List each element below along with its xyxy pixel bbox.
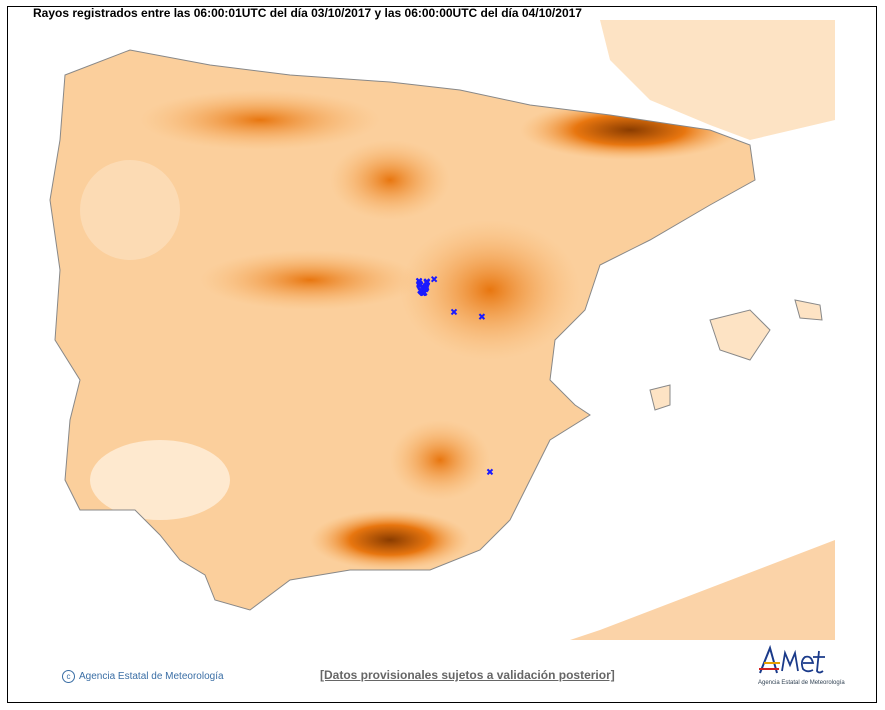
- aemet-logo: [759, 644, 825, 674]
- logo-subtext: Agencia Estatal de Meteorología: [758, 680, 845, 686]
- map-frame: [7, 6, 877, 703]
- lightning-strike-marker: [417, 287, 424, 294]
- lightning-strikes: [415, 275, 494, 476]
- lightning-strike-marker: [486, 468, 494, 476]
- copyright-text: Agencia Estatal de Meteorología: [79, 671, 224, 682]
- mallorca: [709, 309, 771, 361]
- map-title: Rayos registrados entre las 06:00:01UTC …: [33, 6, 582, 20]
- logo-wordmark: [781, 649, 825, 674]
- lightning-strike-marker: [423, 284, 430, 291]
- france-region: [600, 20, 835, 140]
- lightning-strike-marker: [417, 281, 424, 289]
- copyright-icon: c: [62, 670, 75, 683]
- lightning-map: [10, 20, 840, 640]
- lightning-strike-marker: [430, 275, 438, 283]
- lightning-strike-marker: [423, 278, 431, 285]
- menorca: [794, 299, 823, 321]
- lightning-strike-marker: [421, 289, 428, 296]
- africa-region: [570, 540, 835, 640]
- lightning-strike-marker: [415, 277, 423, 285]
- disclaimer-link[interactable]: [Datos provisionales sujetos a validació…: [320, 668, 615, 682]
- lightning-strike-marker: [478, 313, 486, 320]
- iberia-terrain: [50, 50, 755, 610]
- lightning-strike-marker: [450, 308, 458, 316]
- ibiza: [649, 384, 671, 411]
- copyright-notice: c Agencia Estatal de Meteorología: [62, 670, 224, 683]
